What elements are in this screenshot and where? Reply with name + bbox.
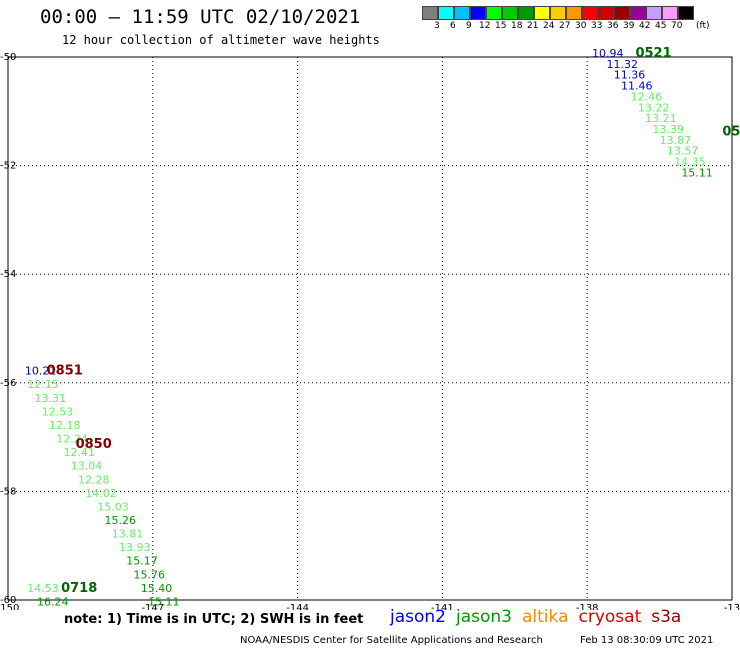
wave-height-value: 12.15	[27, 378, 59, 391]
legend-swatch	[598, 6, 614, 20]
legend-swatch	[486, 6, 502, 20]
wave-height-value: 12.28	[78, 473, 110, 486]
legend-swatch	[582, 6, 598, 20]
latitude-label: -56	[0, 378, 16, 389]
wave-height-value: 12.18	[49, 419, 81, 432]
satellite-name: s3a	[651, 607, 682, 627]
satellite-name: altika	[522, 607, 569, 627]
wave-height-value: 13.86	[51, 609, 83, 610]
footer-timestamp: Feb 13 08:30:09 UTC 2021	[580, 635, 714, 646]
pass-time-label: 0718	[61, 581, 97, 596]
legend-swatch	[518, 6, 534, 20]
wave-height-value: 10.21	[25, 365, 57, 378]
legend-tick-label: 24	[543, 21, 555, 31]
legend-tick-label: 12	[479, 21, 491, 31]
wave-height-value: 11.32	[607, 58, 639, 71]
wave-height-value: 14.02	[85, 487, 117, 500]
wave-height-value: 15.26	[105, 514, 136, 527]
wave-height-value: 12.41	[64, 446, 96, 459]
legend-tick-label: 6	[450, 21, 456, 31]
longitude-label: -13	[724, 603, 740, 610]
satellite-name: jason3	[456, 607, 512, 627]
legend-swatch	[502, 6, 518, 20]
legend-swatch	[438, 6, 454, 20]
wave-height-value: 14.35	[674, 156, 706, 169]
wave-height-value: 15.03	[97, 500, 129, 513]
wave-height-value: 13.31	[35, 392, 66, 405]
wave-height-value: 11.46	[621, 80, 653, 93]
legend-swatch	[614, 6, 630, 20]
wave-height-value: 14.87	[155, 609, 187, 610]
wave-height-value: 11.36	[614, 69, 646, 82]
longitude-label: -138	[576, 603, 599, 610]
wave-height-value: 13.87	[660, 134, 692, 147]
wave-height-value: 13.21	[645, 112, 677, 125]
legend-swatch	[630, 6, 646, 20]
wave-height-value: 15.40	[141, 582, 173, 595]
legend-unit: (ft)	[696, 21, 710, 31]
wave-height-map: -150 -147 -144 -141 -138 -13 -50 -52 -54 -56 -58 -6…	[0, 46, 740, 610]
legend-tick-label: 9	[466, 21, 472, 31]
legend-tick-label: 15	[495, 21, 507, 31]
legend-tick-label: 70	[671, 21, 683, 31]
legend-swatch	[470, 6, 486, 20]
legend-swatch	[534, 6, 550, 20]
wave-height-value: 12.24	[56, 433, 87, 446]
legend-tick-label: 45	[655, 21, 667, 31]
satellite-legend: jason2 jason3 altika cryosat s3a	[390, 607, 691, 627]
pass-time-label: 0521	[635, 46, 671, 61]
wave-height-value: 13.22	[638, 101, 670, 114]
footer-credit: NOAA/NESDIS Center for Satellite Applica…	[240, 635, 543, 646]
legend-tick-label: 21	[527, 21, 539, 31]
legend-tick-label: 27	[559, 21, 571, 31]
wave-height-value: 15.17	[126, 555, 157, 568]
pass-time-label: 0850	[76, 437, 112, 452]
longitude-label: -141	[431, 603, 454, 610]
legend-swatch	[454, 6, 470, 20]
wave-height-value: 16.24	[37, 595, 69, 608]
wave-height-value: 13.81	[112, 528, 144, 541]
wave-height-value: 13.57	[667, 145, 699, 158]
satellite-name: jason2	[390, 607, 446, 627]
wave-height-value: 13.93	[119, 541, 151, 554]
legend-tick-label: 30	[575, 21, 587, 31]
wave-height-value: 15.11	[681, 166, 713, 179]
legend-swatch	[646, 6, 662, 20]
wave-height-value: 12.46	[631, 90, 663, 103]
legend-tick-label: 18	[511, 21, 523, 31]
wave-height-value: 10.94	[592, 47, 624, 60]
latitude-label: -60	[0, 595, 16, 606]
legend-tick-label: 39	[623, 21, 635, 31]
latitude-label: -50	[0, 52, 16, 63]
pass-time-label: 05	[722, 125, 740, 140]
legend-tick-label: 36	[607, 21, 619, 31]
footer-note: note: 1) Time is in UTC; 2) SWH is in fe…	[64, 612, 364, 627]
legend-swatch	[566, 6, 582, 20]
pass-time-label: 0851	[47, 364, 83, 379]
latitude-label: -58	[0, 486, 16, 497]
color-legend	[422, 6, 694, 20]
longitude-label: -150	[0, 603, 19, 610]
map-subtitle: 12 hour collection of altimeter wave hei…	[62, 33, 380, 47]
legend-swatch	[678, 6, 694, 20]
wave-height-value: 13.39	[652, 123, 684, 136]
legend-tick-label: 33	[591, 21, 603, 31]
map-title: 00:00 – 11:59 UTC 02/10/2021	[40, 6, 361, 28]
wave-height-value: 13.04	[71, 460, 103, 473]
longitude-label: -147	[141, 603, 164, 610]
map-frame	[7, 56, 733, 601]
legend-swatch	[550, 6, 566, 20]
wave-height-value: 12.53	[42, 405, 74, 418]
wave-height-value: 15.11	[148, 595, 180, 608]
legend-tick-label: 3	[434, 21, 440, 31]
latitude-label: -54	[0, 269, 16, 280]
satellite-name: cryosat	[578, 607, 642, 627]
legend-swatch	[662, 6, 678, 20]
legend-tick-label: 42	[639, 21, 651, 31]
longitude-label: -144	[286, 603, 309, 610]
latitude-label: -52	[0, 161, 16, 172]
legend-swatch	[422, 6, 438, 20]
wave-height-value: 15.76	[133, 568, 165, 581]
wave-height-value: 14.53	[27, 582, 59, 595]
